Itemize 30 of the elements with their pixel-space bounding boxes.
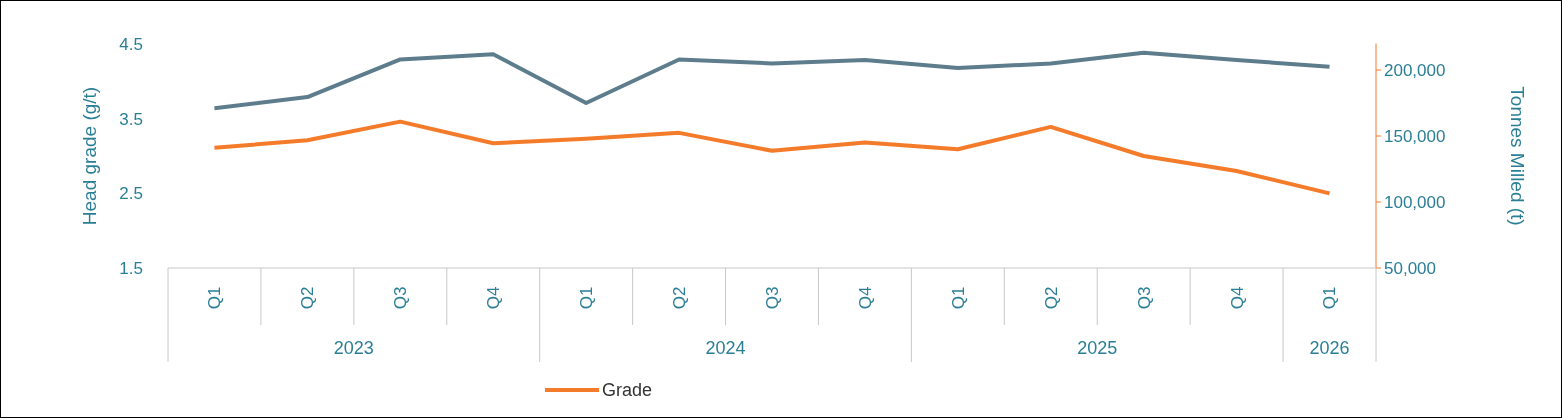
x-tick-label: Q2 <box>1041 286 1061 310</box>
x-tick-label: Q1 <box>1320 286 1340 310</box>
y2-tick-label: 150,000 <box>1384 126 1446 146</box>
y-tick-label: 1.5 <box>119 258 143 278</box>
y-tick-label: 4.5 <box>119 34 143 54</box>
x-tick-label: Q4 <box>855 286 875 310</box>
x-tick-label: Q3 <box>1134 286 1154 310</box>
line-series <box>212 119 1332 196</box>
y2-axis-title: Tonnes Milled (t) <box>1507 86 1528 226</box>
line-series <box>212 50 1332 111</box>
y-axis-title: Head grade (g/t) <box>79 86 100 226</box>
x-tick-label: Q4 <box>1227 286 1247 310</box>
x-tick-label: Q4 <box>484 286 504 310</box>
legend-label: Grade <box>602 380 653 401</box>
x-tick-label: Q1 <box>577 286 597 310</box>
y2-tick-label: 50,000 <box>1384 258 1436 278</box>
text: 2026 <box>1309 338 1350 358</box>
x-tick-label: Q2 <box>670 286 690 310</box>
y2-tick-label: 100,000 <box>1384 192 1446 212</box>
y2-tick-label: 200,000 <box>1384 60 1446 80</box>
text: 2024 <box>705 338 746 358</box>
text: 2025 <box>1077 338 1118 358</box>
y-tick-label: 2.5 <box>119 184 143 204</box>
text: 2023 <box>333 338 374 358</box>
x-tick-label: Q2 <box>298 286 318 310</box>
y-tick-label: 3.5 <box>119 109 143 129</box>
x-tick-label: Q1 <box>205 286 225 310</box>
x-tick-label: Q3 <box>391 286 411 310</box>
x-tick-label: Q3 <box>762 286 782 310</box>
x-tick-label: Q1 <box>948 286 968 310</box>
